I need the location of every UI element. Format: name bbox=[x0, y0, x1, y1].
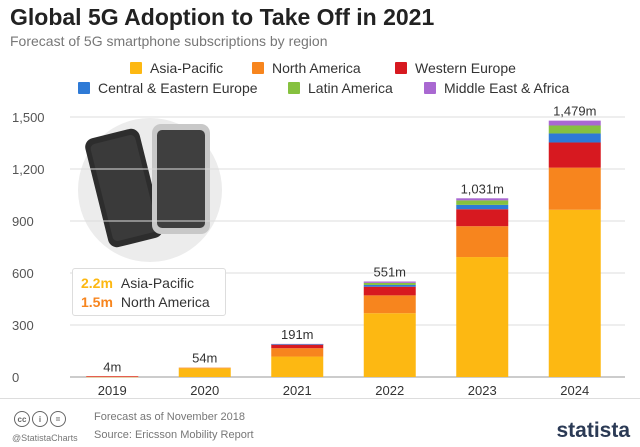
total-label: 551m bbox=[373, 264, 406, 279]
stacked-bar-chart: 0 300 600 900 1,200 1,500 2019 2020 2021 2022 202… bbox=[12, 104, 625, 398]
smartphones-illustration bbox=[78, 118, 222, 262]
x-tick-label: 2022 bbox=[375, 383, 404, 398]
legend-swatch-middle-east-africa bbox=[424, 82, 436, 94]
bar-segment bbox=[363, 295, 416, 314]
legend-swatch-north-america bbox=[252, 62, 264, 74]
total-label: 191m bbox=[281, 327, 314, 342]
bar-segment bbox=[271, 344, 324, 349]
bar-segment bbox=[363, 282, 416, 285]
bar-segment bbox=[271, 348, 324, 357]
license-icons: cc i = bbox=[14, 411, 66, 427]
bar-segment bbox=[456, 204, 509, 210]
y-tick-label: 300 bbox=[12, 318, 34, 333]
footer-note: Forecast as of November 2018 bbox=[94, 411, 246, 423]
legend-item-middle-east-africa: Middle East & Africa bbox=[424, 80, 569, 96]
callout-2019-breakdown: 2.2m Asia-Pacific 1.5m North America bbox=[72, 268, 226, 316]
legend-label-north-america: North America bbox=[272, 60, 361, 76]
y-tick-label: 600 bbox=[12, 266, 34, 281]
no-derivatives-icon: = bbox=[50, 411, 66, 427]
bar-segment bbox=[271, 343, 324, 345]
x-tick-label: 2019 bbox=[98, 383, 127, 398]
bar-segment bbox=[548, 120, 601, 126]
legend-item-north-america: North America bbox=[252, 60, 361, 76]
legend-label-western-europe: Western Europe bbox=[415, 60, 516, 76]
footer-handle: @StatistaCharts bbox=[12, 433, 78, 443]
total-label: 54m bbox=[192, 351, 217, 366]
legend-swatch-latin-america bbox=[288, 82, 300, 94]
phone-black-icon bbox=[85, 128, 163, 248]
total-label: 4m bbox=[103, 359, 121, 374]
bar-segment bbox=[86, 376, 139, 377]
bar-segment bbox=[548, 142, 601, 168]
legend: Asia-Pacific North America Western Europ… bbox=[0, 58, 640, 100]
legend-item-central-eastern-europe: Central & Eastern Europe bbox=[78, 80, 258, 96]
y-tick-label: 900 bbox=[12, 214, 34, 229]
bar-segment bbox=[363, 281, 416, 283]
bar-segment bbox=[548, 167, 601, 210]
bar-segment bbox=[363, 284, 416, 287]
statista-logo[interactable]: statista bbox=[556, 419, 630, 442]
x-tick-label: 2023 bbox=[468, 383, 497, 398]
bar-segment bbox=[271, 344, 324, 346]
callout-row-north-america: 1.5m North America bbox=[81, 294, 210, 310]
legend-label-latin-america: Latin America bbox=[308, 80, 393, 96]
bar-segment bbox=[271, 356, 324, 377]
y-tick-label: 1,200 bbox=[12, 162, 45, 177]
total-label: 1,031m bbox=[461, 181, 504, 196]
bar-segment bbox=[456, 257, 509, 377]
legend-swatch-central-eastern-europe bbox=[78, 82, 90, 94]
x-axis-labels: 2019 2020 2021 2022 2023 2024 bbox=[98, 383, 589, 398]
legend-item-western-europe: Western Europe bbox=[395, 60, 516, 76]
bar-segment bbox=[363, 286, 416, 296]
bar-segment bbox=[178, 368, 231, 377]
footer-source: Source: Ericsson Mobility Report bbox=[94, 429, 254, 441]
legend-item-latin-america: Latin America bbox=[288, 80, 393, 96]
chart-title: Global 5G Adoption to Take Off in 2021 bbox=[10, 4, 435, 30]
callout-value-asia-pacific: 2.2m bbox=[81, 275, 113, 291]
cc-icon: cc bbox=[14, 411, 30, 427]
bar-segment bbox=[456, 198, 509, 201]
y-tick-label: 1,500 bbox=[12, 110, 45, 125]
legend-label-middle-east-africa: Middle East & Africa bbox=[444, 80, 570, 96]
callout-value-north-america: 1.5m bbox=[81, 294, 113, 310]
legend-swatch-western-europe bbox=[395, 62, 407, 74]
bar-segment bbox=[363, 313, 416, 377]
legend-label-central-eastern-europe: Central & Eastern Europe bbox=[98, 80, 258, 96]
bar-segment bbox=[548, 125, 601, 134]
bar-segment bbox=[178, 367, 231, 369]
legend-item-asia-pacific: Asia-Pacific bbox=[130, 60, 223, 76]
chart-subtitle: Forecast of 5G smartphone subscriptions … bbox=[10, 33, 328, 49]
bar-segment bbox=[548, 209, 601, 377]
phone-silver-icon bbox=[152, 124, 210, 234]
callout-row-asia-pacific: 2.2m Asia-Pacific bbox=[81, 275, 194, 291]
callout-label-north-america: North America bbox=[120, 294, 210, 310]
bar-segment bbox=[456, 209, 509, 227]
bar-segment bbox=[548, 133, 601, 143]
total-label: 1,479m bbox=[553, 104, 596, 119]
x-tick-label: 2021 bbox=[283, 383, 312, 398]
y-tick-label: 0 bbox=[12, 370, 19, 385]
bar-segment bbox=[456, 226, 509, 258]
y-axis-ticks: 0 300 600 900 1,200 1,500 bbox=[12, 110, 45, 385]
legend-swatch-asia-pacific bbox=[130, 62, 142, 74]
bars bbox=[86, 120, 601, 378]
x-tick-label: 2020 bbox=[190, 383, 219, 398]
bar-segment bbox=[456, 200, 509, 205]
attribution-icon: i bbox=[32, 411, 48, 427]
callout-label-asia-pacific: Asia-Pacific bbox=[120, 275, 195, 291]
x-tick-label: 2024 bbox=[560, 383, 589, 398]
footer: cc i = @StatistaCharts Forecast as of No… bbox=[0, 398, 640, 447]
legend-label-asia-pacific: Asia-Pacific bbox=[150, 60, 224, 76]
total-labels: 4m 54m 191m 551m 1,031m 1,479m bbox=[103, 104, 596, 375]
